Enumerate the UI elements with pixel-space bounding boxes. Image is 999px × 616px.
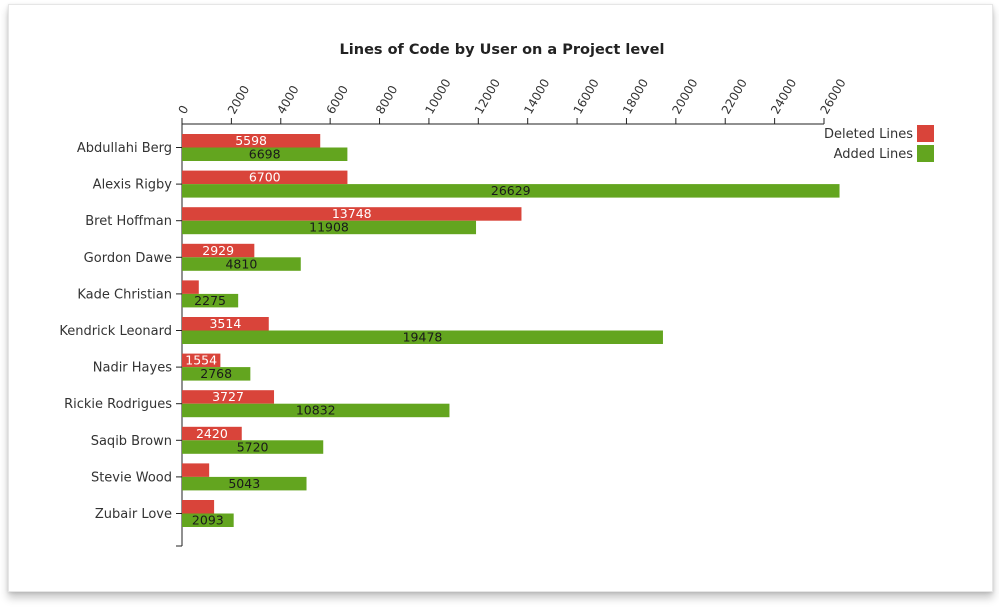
- bar-added-lines: [182, 367, 251, 381]
- data-label-added: 11908: [309, 220, 349, 235]
- data-label-added: 10832: [296, 403, 336, 418]
- data-label-added: 2093: [192, 513, 224, 528]
- data-label-deleted: 6700: [249, 170, 281, 185]
- category-label: Rickie Rodrigues: [64, 397, 172, 412]
- bar-added-lines: [182, 330, 663, 344]
- x-tick-label: 26000: [817, 76, 848, 116]
- category-label: Zubair Love: [95, 507, 172, 522]
- x-tick-label: 16000: [571, 76, 602, 116]
- bar-added-lines: [182, 513, 234, 527]
- x-tick-label: 14000: [521, 76, 552, 116]
- bar-deleted-lines: [182, 463, 210, 477]
- bar-added-lines: [182, 257, 301, 271]
- bar-deleted-lines: [182, 280, 199, 294]
- x-tick-label: 2000: [225, 83, 252, 116]
- x-tick-label: 24000: [768, 76, 799, 116]
- bar-added-lines: [182, 293, 239, 308]
- bar-deleted-lines: [182, 500, 215, 514]
- bar-added-lines: [182, 440, 324, 454]
- category-label: Abdullahi Berg: [77, 141, 172, 156]
- chart-title: Lines of Code by User on a Project level: [340, 42, 665, 58]
- data-label-added: 2768: [200, 366, 232, 381]
- legend-swatch: [917, 125, 934, 142]
- bar-deleted-lines: [182, 426, 242, 441]
- x-tick-label: 12000: [472, 76, 503, 116]
- bar-deleted-lines: [182, 170, 348, 185]
- legend-label: Added Lines: [834, 147, 914, 162]
- x-tick-label: 22000: [719, 76, 750, 116]
- bar-added-lines: [182, 403, 450, 418]
- data-label-added: 26629: [491, 183, 531, 198]
- data-label-deleted: 2420: [196, 426, 228, 441]
- legend-swatch: [917, 145, 934, 162]
- bar-added-lines: [182, 184, 840, 198]
- bar-deleted-lines: [182, 243, 255, 258]
- data-label-added: 5043: [228, 476, 260, 491]
- legend-label: Deleted Lines: [824, 127, 913, 142]
- bar-added-lines: [182, 147, 348, 161]
- data-label-deleted: 3727: [212, 389, 244, 404]
- data-label-deleted: 3514: [209, 316, 241, 331]
- bar-deleted-lines: [182, 207, 522, 221]
- category-label: Gordon Dawe: [84, 251, 172, 266]
- x-tick-label: 18000: [620, 76, 651, 116]
- bar-added-lines: [182, 476, 307, 491]
- category-label: Kade Christian: [77, 287, 172, 302]
- legend: Deleted Lines Added Lines: [824, 125, 934, 162]
- category-label: Saqib Brown: [91, 434, 172, 449]
- data-label-added: 19478: [403, 330, 443, 345]
- x-tick-label: 0: [175, 103, 191, 117]
- x-tick-label: 6000: [324, 83, 351, 116]
- data-label-added: 2275: [194, 293, 226, 308]
- category-label: Alexis Rigby: [93, 178, 173, 193]
- data-label-deleted: 13748: [332, 206, 372, 221]
- category-label: Nadir Hayes: [93, 361, 172, 376]
- bar-deleted-lines: [182, 134, 321, 148]
- data-label-deleted: 1554: [185, 353, 217, 368]
- category-label: Stevie Wood: [91, 470, 172, 485]
- bar-deleted-lines: [182, 317, 269, 331]
- data-label-added: 4810: [225, 256, 257, 271]
- x-tick-label: 20000: [669, 76, 700, 116]
- axes: 0 2000 4000 6000 8000 10000 12000 14000 16000 180…: [59, 76, 849, 547]
- bar-deleted-lines: [182, 353, 221, 368]
- x-tick-label: 4000: [274, 83, 301, 116]
- bar-deleted-lines: [182, 390, 275, 404]
- data-label-deleted: 5598: [235, 133, 267, 148]
- category-label: Kendrick Leonard: [59, 324, 172, 339]
- data-label-added: 5720: [237, 439, 269, 454]
- data-label-added: 6698: [249, 147, 281, 162]
- chart-card: [8, 4, 993, 592]
- x-tick-label: 10000: [422, 76, 453, 116]
- category-label: Bret Hoffman: [85, 214, 172, 229]
- bar-added-lines: [182, 220, 477, 235]
- x-tick-label: 8000: [373, 83, 400, 116]
- data-label-deleted: 2929: [202, 243, 234, 258]
